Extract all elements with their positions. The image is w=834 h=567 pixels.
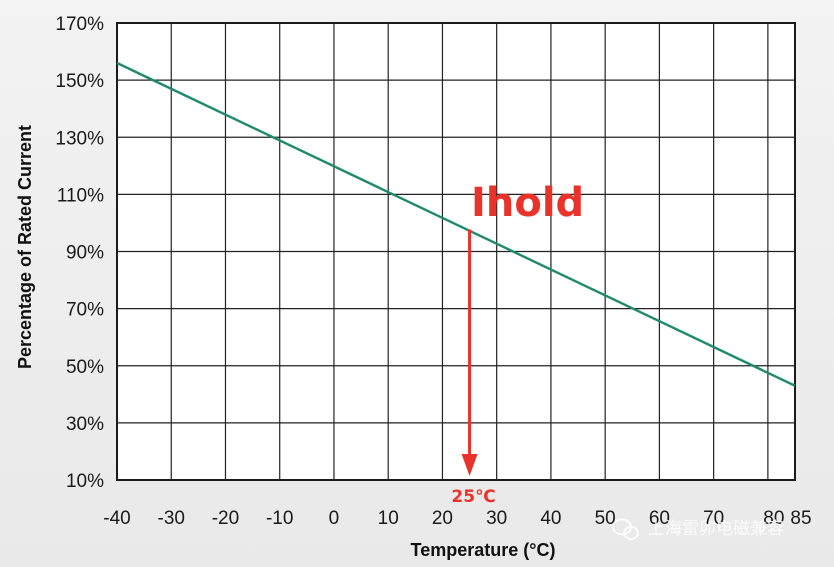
x-tick-label: 20 [432,508,453,529]
x-tick-label: -30 [158,508,185,529]
x-tick-label: 85 [790,508,811,529]
x-tick-label: 30 [486,508,507,529]
y-tick-label: 50% [66,357,104,378]
x-tick-label: 70 [703,508,724,529]
x-tick-label: 40 [540,508,561,529]
x-tick-label: -10 [266,508,293,529]
wechat-icon [612,518,639,540]
watermark-text: 上海雷卯电磁兼容 [648,519,784,539]
arrow-head [461,454,478,476]
y-tick-labels: 10% 30% 50% 70% 90% 110% 130% 150% 170% [55,14,104,492]
y-tick-label: 30% [66,414,104,435]
y-tick-label: 90% [66,243,104,264]
x-tick-label: 80 [763,508,784,529]
y-tick-label: 150% [55,71,104,92]
y-tick-label: 10% [66,471,104,492]
series-group [116,61,796,387]
y-tick-label: 170% [55,14,104,35]
x-tick-label: 60 [649,508,670,529]
series-line [116,61,796,387]
x-tick-labels: -40 -30 -20 -10 0 10 20 30 40 50 60 70 80 85 [103,508,811,529]
x-axis-label: Temperature (°C) [411,540,556,560]
x-tick-label: 0 [329,508,340,529]
annotations: Ihold 25℃ [451,180,584,507]
grid [116,22,796,481]
y-tick-label: 130% [55,128,104,149]
y-tick-label: 70% [66,300,104,321]
y-axis-label: Percentage of Rated Current [15,125,35,369]
x-tick-label: -40 [103,508,130,529]
x-tick-label: -20 [212,508,239,529]
ihold-label: Ihold [471,180,584,226]
y-tick-label: 110% [57,185,104,206]
x-tick-label: 50 [595,508,616,529]
temp-25-label: 25℃ [451,487,495,507]
watermark: 上海雷卯电磁兼容 [612,518,784,540]
x-tick-label: 10 [378,508,399,529]
